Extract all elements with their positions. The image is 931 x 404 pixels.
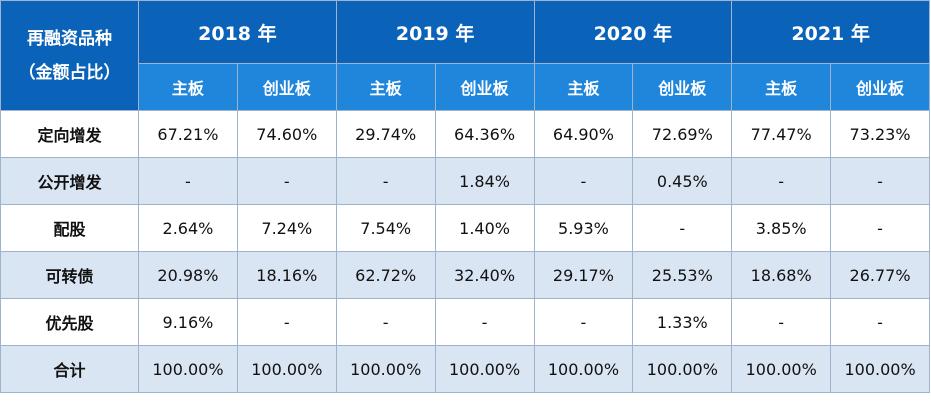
table-cell: 100.00%: [335, 345, 436, 393]
table-cell: 29.74%: [335, 110, 436, 158]
board-header-gem: 创业板: [236, 63, 337, 111]
table-cell: 100.00%: [138, 345, 238, 393]
table-cell: 64.90%: [533, 110, 634, 158]
table-cell: 1.33%: [632, 298, 733, 346]
board-header-gem: 创业板: [830, 63, 930, 111]
table-cell: -: [236, 157, 337, 205]
table-cell: 77.47%: [731, 110, 832, 158]
table-row: 可转债 20.98% 18.16% 62.72% 32.40% 29.17% 2…: [0, 251, 930, 299]
table-cell: 18.68%: [731, 251, 832, 299]
header-row-years: 再融资品种 （金额占比） 2018 年 2019 年 2020 年 2021 年: [0, 0, 930, 111]
table-cell: -: [731, 298, 832, 346]
table-cell: 25.53%: [632, 251, 733, 299]
year-header-2018: 2018 年: [138, 0, 337, 64]
table-cell: 1.40%: [434, 204, 535, 252]
year-header-2020: 2020 年: [533, 0, 733, 64]
row-label: 配股: [0, 204, 139, 252]
table-cell: 67.21%: [138, 110, 238, 158]
board-header-main: 主板: [731, 63, 832, 111]
board-header-gem: 创业板: [434, 63, 535, 111]
table-cell: -: [434, 298, 535, 346]
table-cell: 18.16%: [236, 251, 337, 299]
table-row: 定向增发 67.21% 74.60% 29.74% 64.36% 64.90% …: [0, 110, 930, 158]
row-label: 定向增发: [0, 110, 139, 158]
table-cell: 100.00%: [830, 345, 930, 393]
table-cell: 29.17%: [533, 251, 634, 299]
table-cell: -: [830, 298, 930, 346]
table-cell: 100.00%: [731, 345, 832, 393]
table-cell: 0.45%: [632, 157, 733, 205]
table-header: 再融资品种 （金额占比） 2018 年 2019 年 2020 年 2021 年…: [0, 0, 930, 111]
table-cell: 5.93%: [533, 204, 634, 252]
row-label: 优先股: [0, 298, 139, 346]
table-body: 定向增发 67.21% 74.60% 29.74% 64.36% 64.90% …: [0, 110, 930, 393]
table-cell: 3.85%: [731, 204, 832, 252]
table-cell: 100.00%: [236, 345, 337, 393]
row-label: 可转债: [0, 251, 139, 299]
table-cell: 9.16%: [138, 298, 238, 346]
table-cell: 2.64%: [138, 204, 238, 252]
table-cell: 100.00%: [632, 345, 733, 393]
table-cell: 7.24%: [236, 204, 337, 252]
year-header-2019: 2019 年: [335, 0, 535, 64]
table-cell: -: [830, 157, 930, 205]
table-cell: 72.69%: [632, 110, 733, 158]
board-header-main: 主板: [335, 63, 436, 111]
table-cell: 64.36%: [434, 110, 535, 158]
table-cell: 1.84%: [434, 157, 535, 205]
board-header-gem: 创业板: [632, 63, 733, 111]
table-cell: -: [731, 157, 832, 205]
table-cell: 32.40%: [434, 251, 535, 299]
table-row: 优先股 9.16% - - - - 1.33% - -: [0, 298, 930, 346]
row-label: 公开增发: [0, 157, 139, 205]
table-cell: 74.60%: [236, 110, 337, 158]
refinancing-table: 再融资品种 （金额占比） 2018 年 2019 年 2020 年 2021 年…: [0, 0, 930, 393]
table-cell: -: [830, 204, 930, 252]
table-cell: 100.00%: [533, 345, 634, 393]
table-cell: -: [236, 298, 337, 346]
table-cell: 20.98%: [138, 251, 238, 299]
table-cell: -: [335, 298, 436, 346]
corner-header: 再融资品种 （金额占比）: [0, 0, 139, 111]
table-cell: -: [335, 157, 436, 205]
table-cell: -: [632, 204, 733, 252]
table-cell: 73.23%: [830, 110, 930, 158]
table-cell: -: [533, 298, 634, 346]
table-row-total: 合计 100.00% 100.00% 100.00% 100.00% 100.0…: [0, 345, 930, 393]
table-cell: 7.54%: [335, 204, 436, 252]
table-row: 配股 2.64% 7.24% 7.54% 1.40% 5.93% - 3.85%…: [0, 204, 930, 252]
table-cell: 26.77%: [830, 251, 930, 299]
row-label: 合计: [0, 345, 139, 393]
corner-header-line1: 再融资品种: [27, 28, 112, 49]
board-header-main: 主板: [533, 63, 634, 111]
board-header-main: 主板: [138, 63, 238, 111]
table-cell: 100.00%: [434, 345, 535, 393]
table-cell: -: [533, 157, 634, 205]
year-header-2021: 2021 年: [731, 0, 930, 64]
table-cell: 62.72%: [335, 251, 436, 299]
header-row-boards: 主板 创业板 主板 创业板 主板 创业板 主板 创业板: [1, 63, 930, 111]
corner-header-line2: （金额占比）: [18, 62, 121, 83]
table-cell: -: [138, 157, 238, 205]
table-row: 公开增发 - - - 1.84% - 0.45% - -: [0, 157, 930, 205]
